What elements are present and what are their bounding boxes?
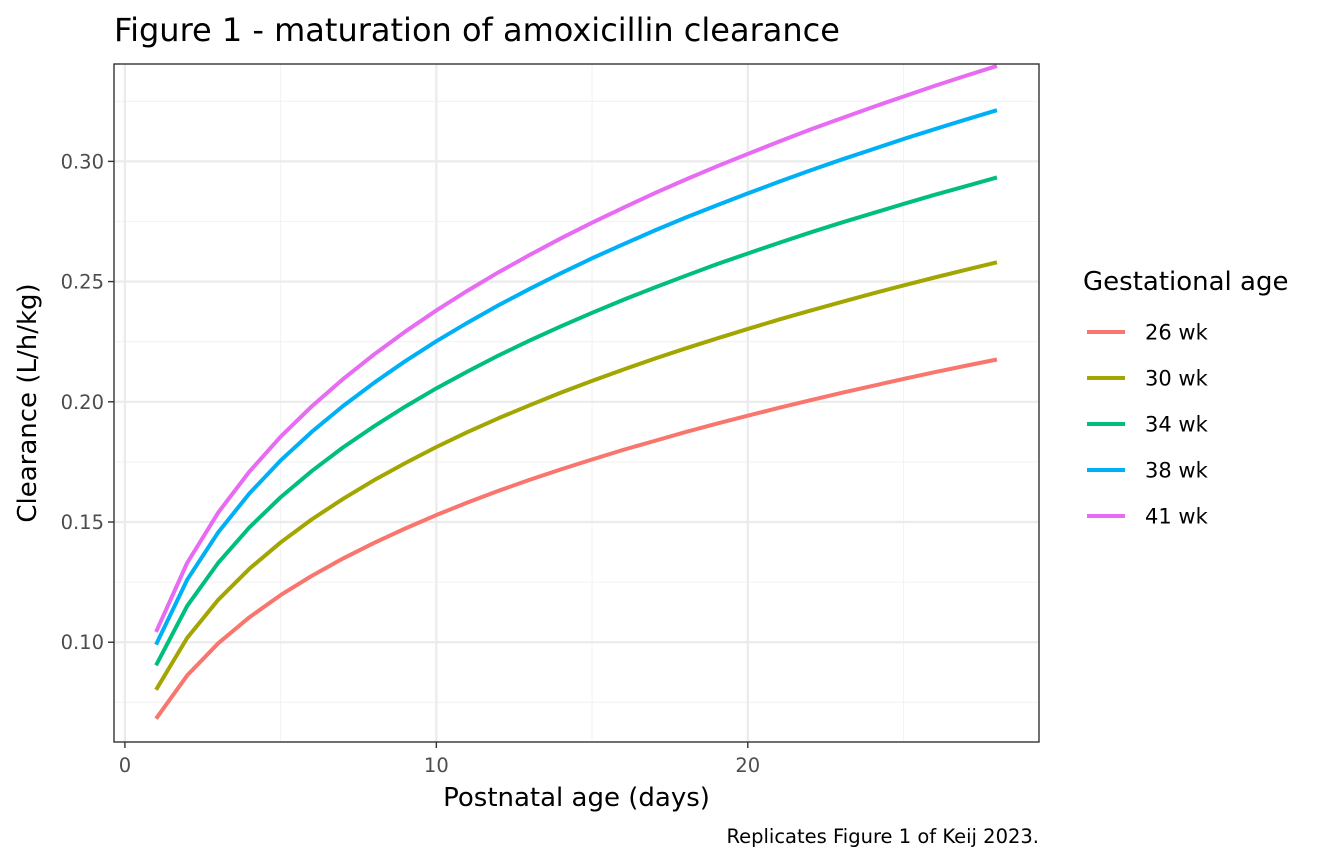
x-axis-ticks: 0 10 20 — [119, 742, 760, 777]
legend-label-4: 41 wk — [1145, 505, 1209, 529]
legend-title: Gestational age — [1083, 267, 1288, 297]
x-tick-label-1: 10 — [424, 754, 449, 777]
legend-item-41-wk: 41 wk — [1087, 505, 1209, 529]
y-axis-title: Clearance (L/h/kg) — [13, 283, 43, 522]
legend-label-0: 26 wk — [1145, 321, 1209, 345]
legend-item-30-wk: 30 wk — [1087, 367, 1209, 391]
legend-item-38-wk: 38 wk — [1087, 459, 1209, 483]
x-tick-label-2: 20 — [735, 754, 760, 777]
legend-item-26-wk: 26 wk — [1087, 321, 1209, 345]
y-tick-label-2: 0.20 — [61, 391, 104, 414]
series-line-30-wk — [154, 260, 998, 691]
y-tick-label-3: 0.25 — [61, 271, 104, 294]
series-line-38-wk — [154, 108, 998, 646]
legend-label-3: 38 wk — [1145, 459, 1209, 483]
chart-caption: Replicates Figure 1 of Keij 2023. — [726, 825, 1039, 848]
y-tick-label-1: 0.15 — [61, 511, 104, 534]
series-line-26-wk — [154, 357, 998, 720]
grid-lines — [114, 64, 1039, 742]
series-line-41-wk — [154, 64, 998, 633]
y-tick-label-0: 0.10 — [61, 631, 104, 654]
series-lines — [154, 64, 998, 720]
legend-item-34-wk: 34 wk — [1087, 413, 1209, 437]
series-line-34-wk — [154, 175, 998, 667]
legend: 26 wk 30 wk 34 wk 38 wk 41 wk — [1087, 321, 1209, 529]
chart-title: Figure 1 - maturation of amoxicillin cle… — [114, 11, 840, 49]
x-tick-label-0: 0 — [119, 754, 131, 777]
y-axis-ticks: 0.10 0.15 0.20 0.25 0.30 — [61, 150, 114, 654]
legend-label-2: 34 wk — [1145, 413, 1209, 437]
x-axis-title: Postnatal age (days) — [443, 783, 710, 813]
plot-panel-border — [113, 63, 1040, 743]
y-tick-label-4: 0.30 — [61, 150, 104, 173]
legend-label-1: 30 wk — [1145, 367, 1209, 391]
